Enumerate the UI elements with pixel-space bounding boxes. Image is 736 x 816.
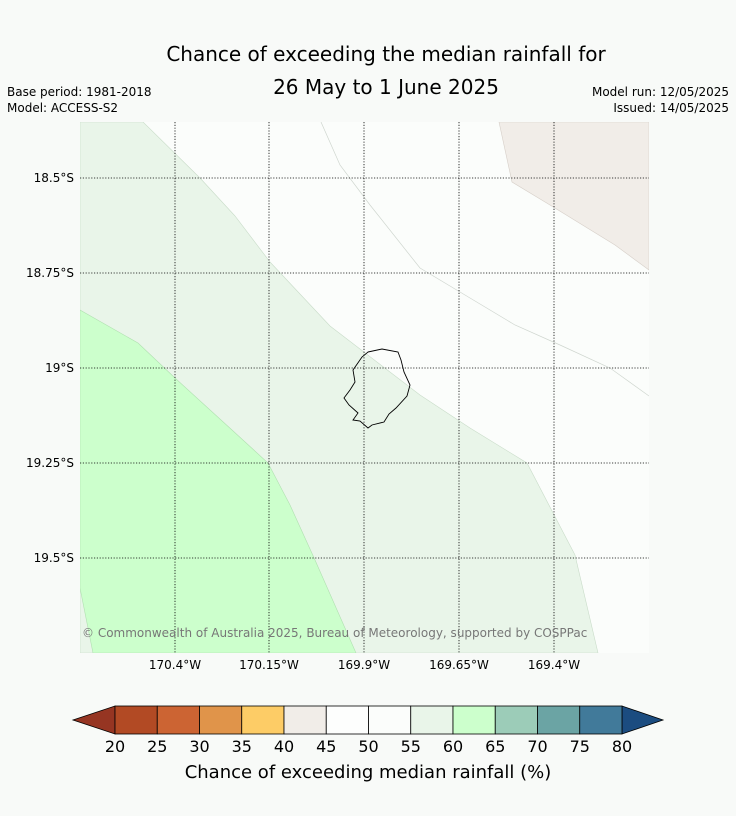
colorbar-segment [452,705,496,735]
colorbar-tick-label: 60 [442,737,464,756]
zone-40-45 [498,122,649,271]
colorbar-tick-label: 50 [358,737,379,756]
lat-label-18-5: 18.5°S [33,171,74,185]
colorbar-segment [410,705,454,735]
lon-label-170-4: 170.4°W [148,658,202,672]
base-period: Base period: 1981-2018 [7,85,152,99]
colorbar-under-arrow [71,705,116,735]
colorbar-tick-label: 20 [104,737,126,756]
colorbar-tick-label: 80 [611,737,633,756]
meta-right: Model run: 12/05/2025 Issued: 14/05/2025 [592,84,729,116]
colorbar-tick-label: 75 [569,737,590,756]
colorbar-tick-label: 65 [485,737,506,756]
colorbar-segment [283,705,327,735]
zone-60-65 [80,309,357,653]
map-title: Chance of exceeding the median rainfall … [0,38,736,104]
lon-label-169-4: 169.4°W [527,658,581,672]
colorbar-segment [199,705,243,735]
colorbar-segment [325,705,369,735]
colorbar-title: Chance of exceeding median rainfall (%) [184,762,552,783]
niue-island [343,348,411,429]
lat-label-19-5: 19.5°S [33,551,74,565]
issued-date: Issued: 14/05/2025 [613,101,729,115]
title-line-1: Chance of exceeding the median rainfall … [166,42,606,66]
model-run: Model run: 12/05/2025 [591,85,729,99]
colorbar-segment [494,705,538,735]
model-name: Model: ACCESS-S2 [7,101,119,115]
lat-label-18-75: 18.75°S [26,266,74,280]
lat-label-19-25: 19.25°S [26,456,74,470]
colorbar-segment [579,705,623,735]
title-line-2: 26 May to 1 June 2025 [273,75,499,99]
colorbar-segment [537,705,581,735]
colorbar-over-arrow [621,705,665,735]
colorbar-tick-label: 55 [400,737,421,756]
colorbar-tick-label: 40 [273,737,295,756]
colorbar-tick-label: 45 [316,737,337,756]
lon-label-169-9: 169.9°W [337,658,391,672]
colorbar-segment [241,705,285,735]
graticule [80,122,649,653]
colorbar-tick-label: 35 [231,737,252,756]
lat-label-19: 19°S [45,361,74,375]
lon-label-170-15: 170.15°W [239,658,299,672]
lon-label-169-65: 169.65°W [429,658,489,672]
colorbar-segment [156,705,200,735]
meta-left: Base period: 1981-2018 Model: ACCESS-S2 [7,84,152,116]
colorbar-segment [114,705,158,735]
colorbar-segment [368,705,412,735]
copyright-notice: © Commonwealth of Australia 2025, Bureau… [82,626,588,640]
colorbar-tick-label: 25 [147,737,168,756]
colorbar-tick-label: 70 [527,737,548,756]
colorbar-tick-label: 30 [189,737,210,756]
